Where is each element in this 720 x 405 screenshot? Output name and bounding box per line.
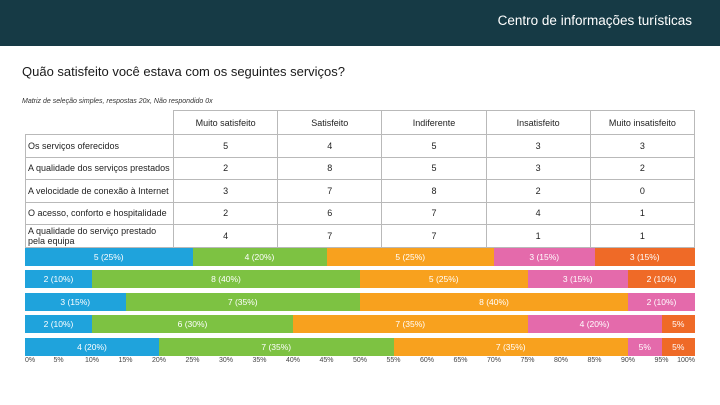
header-title: Centro de informações turísticas: [497, 13, 692, 28]
matrix-cell: 4: [277, 134, 383, 158]
table-row: A qualidade do serviço prestado pela equ…: [25, 224, 696, 248]
bar-segment: 8 (40%): [360, 292, 628, 311]
matrix-cell: 2: [485, 179, 591, 203]
matrix-cell: 2: [589, 156, 696, 180]
matrix-cell: 1: [589, 201, 696, 225]
x-tick-label: 20%: [151, 357, 167, 364]
x-tick-label: 85%: [587, 357, 602, 364]
question-subtitle: Matriz de seleção simples, respostas 20x…: [22, 98, 213, 105]
bar-segment: 5 (25%): [360, 270, 528, 289]
bar-segment: 7 (35%): [125, 292, 360, 311]
x-tick-label: 40%: [285, 357, 301, 364]
table-row: Os serviços oferecidos 5 4 5 3 3: [25, 134, 696, 158]
x-tick-label: 100%: [677, 357, 695, 364]
matrix-column-header: Insatisfeito: [485, 110, 591, 135]
bar-segment: 3 (15%): [25, 292, 126, 311]
matrix-cell: 6: [277, 201, 383, 225]
x-tick-label: 25%: [185, 357, 200, 364]
x-tick-label: 60%: [419, 357, 435, 364]
bar-segment: 5%: [628, 337, 662, 356]
header-bar: Centro de informações turísticas: [0, 0, 720, 46]
response-matrix: Muito satisfeito Satisfeito Indiferente …: [25, 110, 696, 248]
x-tick-label: 35%: [252, 357, 267, 364]
x-tick-label: 90%: [620, 357, 636, 364]
matrix-column-header: Indiferente: [381, 110, 487, 135]
bar-segment: 4 (20%): [192, 248, 327, 266]
x-tick-label: 70%: [486, 357, 502, 364]
x-tick-label: 10%: [84, 357, 100, 364]
matrix-cell: 3: [589, 134, 696, 158]
matrix-column-header: Muito satisfeito: [172, 110, 279, 135]
matrix-cell: 3: [485, 156, 591, 180]
stacked-bar-chart: 5 (25%) 4 (20%) 5 (25%) 3 (15%) 3 (15%) 2 (10…: [25, 247, 695, 359]
bar-segment: 7 (35%): [293, 315, 528, 334]
x-tick-label: 75%: [520, 357, 535, 364]
matrix-cell: 8: [277, 156, 383, 180]
bar-segment: 2 (10%): [628, 270, 695, 289]
matrix-cell: 7: [277, 224, 383, 248]
bar-segment: 5 (25%): [326, 248, 494, 266]
bar-segment: 7 (35%): [159, 337, 394, 356]
matrix-cell: 7: [381, 201, 487, 225]
matrix-corner: [26, 111, 174, 135]
matrix-cell: 2: [172, 156, 279, 180]
x-tick-label: 45%: [319, 357, 334, 364]
matrix-cell: 8: [381, 179, 487, 203]
table-row: O acesso, conforto e hospitalidade 2 6 7…: [25, 201, 696, 225]
matrix-cell: 1: [589, 224, 696, 248]
matrix-header-row: Muito satisfeito Satisfeito Indiferente …: [26, 110, 696, 135]
question-title: Quão satisfeito você estava com os segui…: [22, 64, 345, 79]
bar-segment: 2 (10%): [25, 315, 92, 334]
x-tick-label: 55%: [386, 357, 401, 364]
matrix-cell: 4: [172, 224, 279, 248]
matrix-cell: 7: [277, 179, 383, 203]
row-label: A velocidade de conexão à Internet: [25, 179, 174, 203]
x-tick-label: 30%: [218, 357, 234, 364]
bar-segment: 4 (20%): [527, 315, 662, 334]
bar-segment: 2 (10%): [628, 292, 695, 311]
matrix-cell: 3: [485, 134, 591, 158]
bar-segment: 2 (10%): [25, 270, 92, 289]
x-tick-label: 0%: [25, 357, 36, 364]
table-row: A qualidade dos serviços prestados 2 8 5…: [25, 156, 696, 180]
bar-segment: 5 (25%): [25, 248, 193, 266]
bar-segment: 7 (35%): [393, 337, 628, 356]
matrix-cell: 0: [589, 179, 696, 203]
bar-segment: 8 (40%): [92, 270, 360, 289]
matrix-cell: 5: [381, 134, 487, 158]
matrix-cell: 2: [172, 201, 279, 225]
x-tick-label: 5%: [53, 357, 64, 364]
matrix-column-header: Muito insatisfeito: [589, 110, 696, 135]
matrix-cell: 5: [172, 134, 279, 158]
bar-segment: 3 (15%): [527, 270, 628, 289]
x-tick-label: 95%: [654, 357, 669, 364]
x-tick-label: 50%: [352, 357, 368, 364]
row-label: O acesso, conforto e hospitalidade: [25, 201, 174, 225]
x-axis: 0% 5% 10% 15% 20% 25% 30% 35% 40% 45% 50% 55% 60% 65%…: [25, 357, 695, 367]
row-label: A qualidade do serviço prestado pela equ…: [25, 224, 174, 248]
row-label: A qualidade dos serviços prestados: [25, 156, 174, 180]
x-tick-label: 80%: [553, 357, 569, 364]
matrix-cell: 5: [381, 156, 487, 180]
x-tick-label: 15%: [118, 357, 133, 364]
bar-segment: 3 (15%): [594, 248, 695, 266]
x-tick-label: 65%: [453, 357, 468, 364]
matrix-column-header: Satisfeito: [277, 110, 383, 135]
bar-segment: 4 (20%): [25, 337, 159, 356]
row-label: Os serviços oferecidos: [25, 134, 174, 158]
matrix-cell: 7: [381, 224, 487, 248]
matrix-cell: 4: [485, 201, 591, 225]
table-row: A velocidade de conexão à Internet 3 7 8…: [25, 179, 696, 203]
bar-segment: 5%: [661, 315, 695, 334]
matrix-cell: 1: [485, 224, 591, 248]
bar-segment: 6 (30%): [92, 315, 293, 334]
bar-segment: 3 (15%): [494, 248, 595, 266]
matrix-cell: 3: [172, 179, 279, 203]
bar-segment: 5%: [661, 337, 695, 356]
